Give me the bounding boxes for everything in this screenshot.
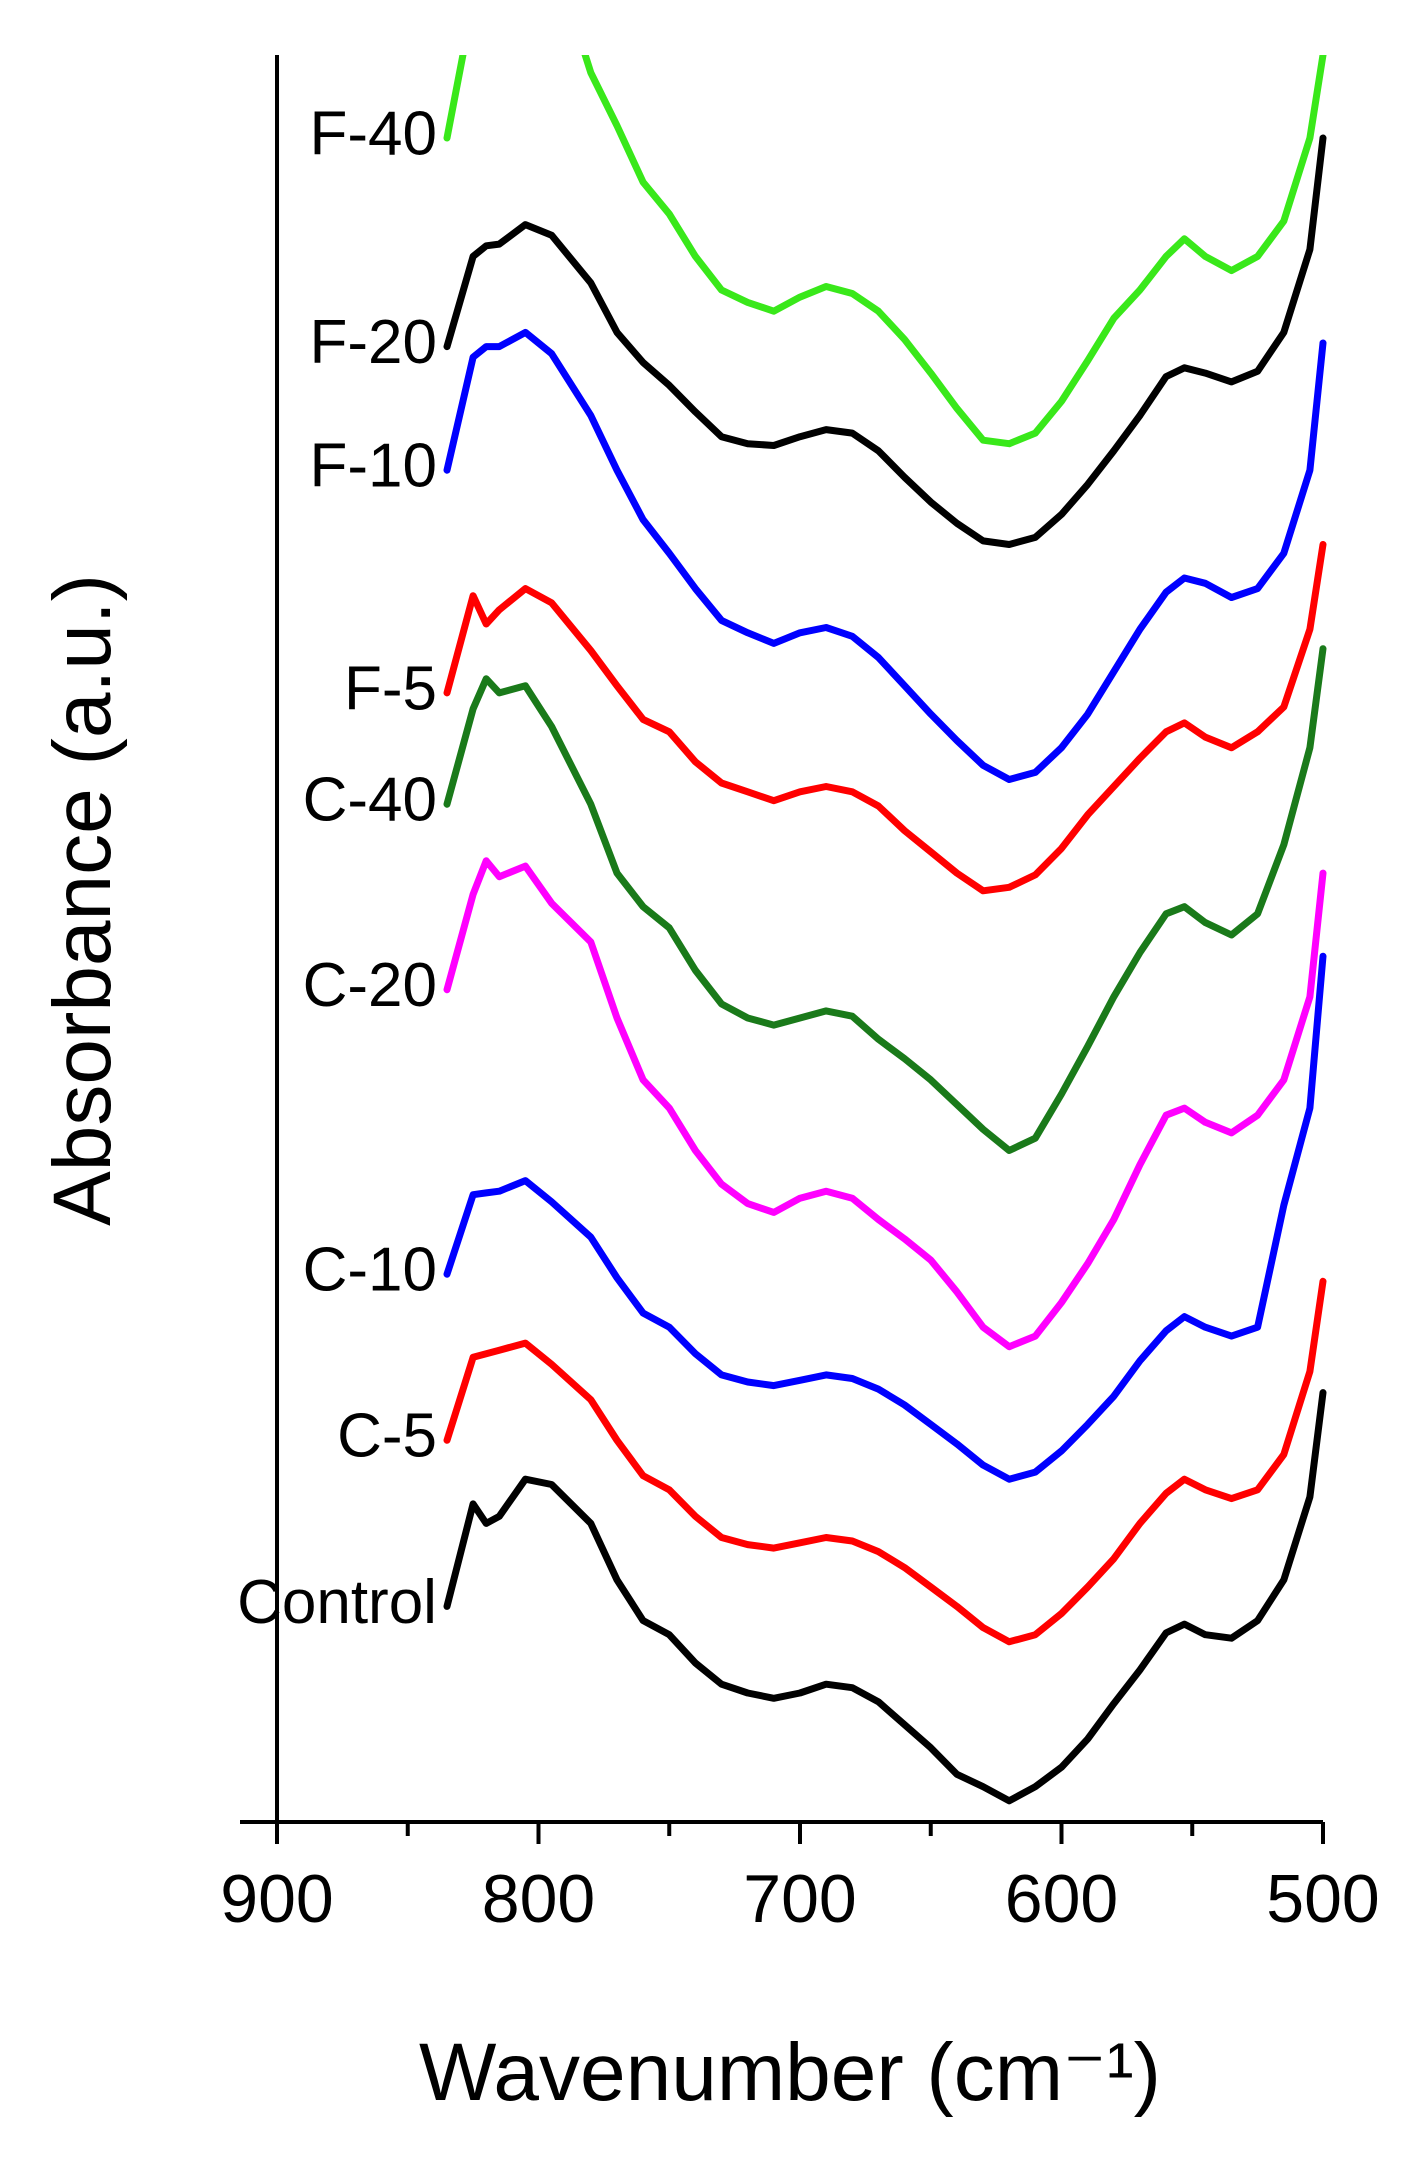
spectrum-line <box>443 328 1327 783</box>
spectrum-line <box>443 952 1327 1483</box>
x-tick-label: 500 <box>1266 1861 1379 1937</box>
spectrum-line <box>443 645 1327 1154</box>
series-label: F-10 <box>309 432 436 501</box>
series-label: C-20 <box>303 951 437 1020</box>
series-label: C-10 <box>303 1236 437 1305</box>
spectrum-line <box>443 55 1327 448</box>
spectrum-line <box>443 857 1327 1351</box>
x-tick-label: 900 <box>220 1861 333 1937</box>
x-tick-label: 600 <box>1005 1861 1118 1937</box>
plot-area <box>443 55 1327 1805</box>
series-label: C-40 <box>303 766 437 835</box>
spectrum-line <box>443 1277 1327 1646</box>
series-label: Control <box>237 1568 437 1637</box>
x-axis-title: Wavenumber (cm⁻¹) <box>419 2027 1161 2118</box>
series-label: F-5 <box>344 654 437 723</box>
x-tick-label: 800 <box>482 1861 595 1937</box>
x-tick-label: 700 <box>743 1861 856 1937</box>
series-label: F-20 <box>309 308 436 377</box>
spectrum-line <box>443 134 1327 548</box>
y-axis-title: Absorbance (a.u.) <box>37 574 128 1226</box>
spectrum-line <box>443 1389 1327 1805</box>
series-label: C-5 <box>337 1402 437 1471</box>
series-label: F-40 <box>309 99 436 168</box>
spectrum-line <box>443 541 1327 895</box>
